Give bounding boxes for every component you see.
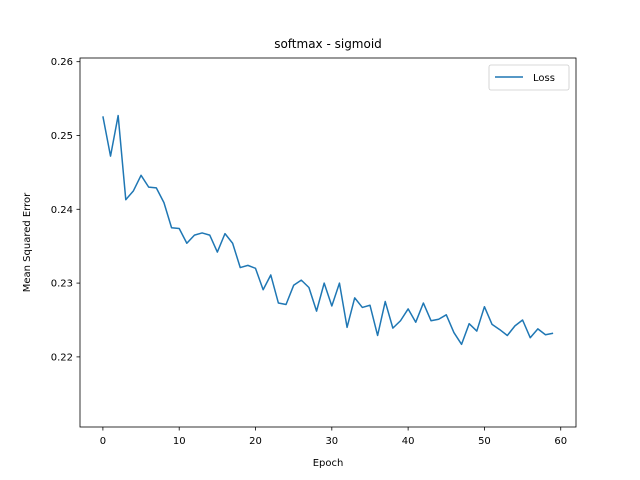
x-tick-label: 0 <box>100 436 106 447</box>
plot-frame <box>79 57 577 428</box>
y-axis-label: Mean Squared Error <box>22 192 33 292</box>
y-tick-label: 0.24 <box>51 205 73 216</box>
x-tick-label: 10 <box>173 436 186 447</box>
x-tick-label: 20 <box>249 436 262 447</box>
y-tick-label: 0.22 <box>51 352 73 363</box>
axis-ticks: 0 10 20 30 40 50 60 0.22 0.23 0.24 0.25 0.26 <box>51 57 567 447</box>
series-line-loss <box>102 114 554 346</box>
x-tick-label: 30 <box>325 436 338 447</box>
plot-area <box>80 58 576 427</box>
y-tick-label: 0.23 <box>51 279 73 290</box>
x-axis-label: Epoch <box>313 458 344 469</box>
y-tick-label: 0.25 <box>51 131 73 142</box>
x-tick-label: 40 <box>402 436 415 447</box>
chart-title: softmax - sigmoid <box>274 37 382 51</box>
y-tick-label: 0.26 <box>51 57 73 68</box>
x-tick-label: 60 <box>554 436 567 447</box>
legend-label-loss: Loss <box>533 73 555 84</box>
x-tick-label: 50 <box>478 436 491 447</box>
legend: Loss <box>488 64 570 91</box>
legend-box <box>488 64 570 91</box>
